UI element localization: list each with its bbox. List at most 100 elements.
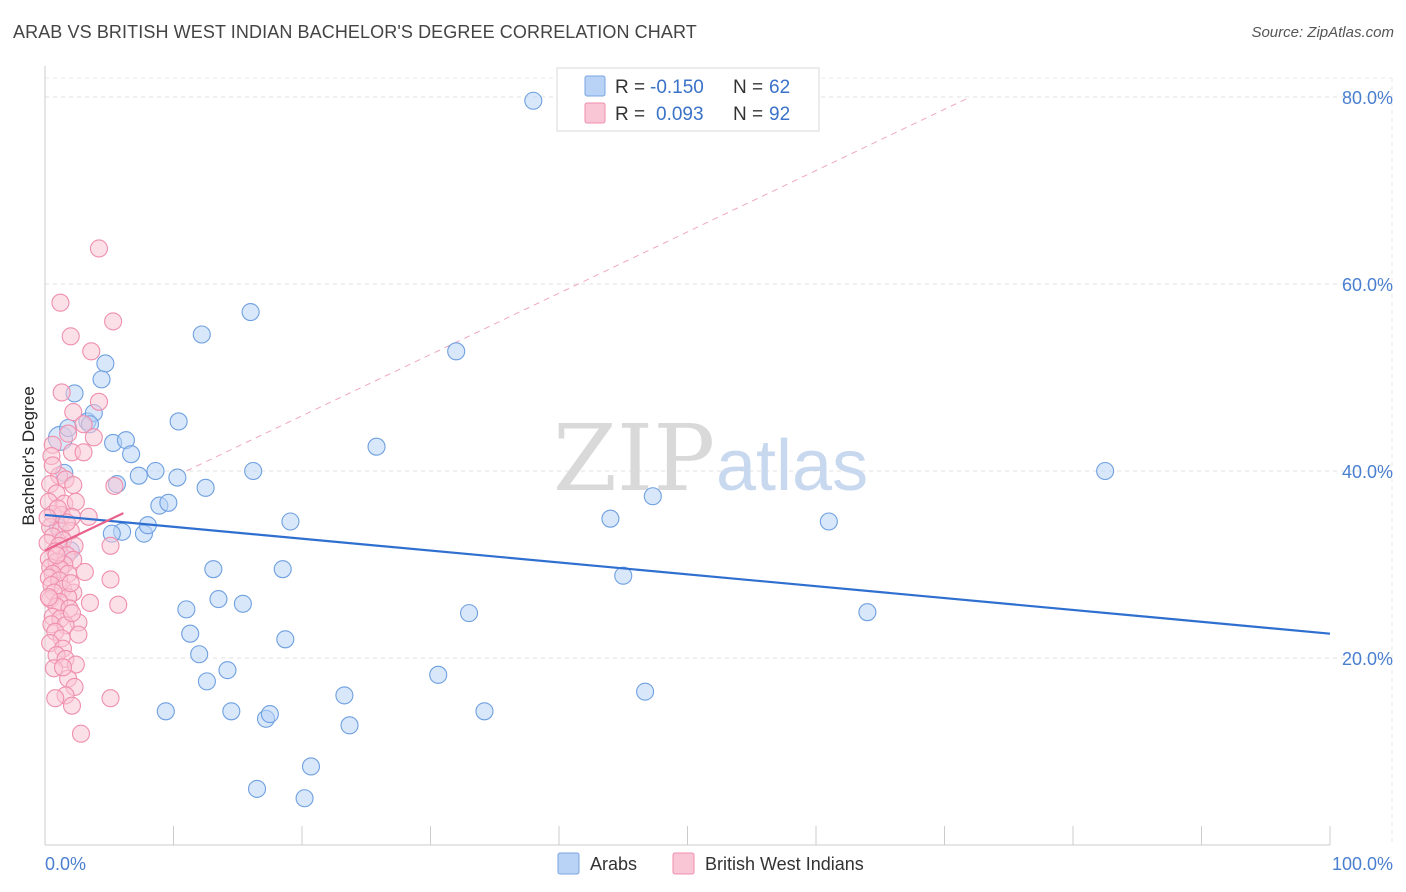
bwi-point-82 bbox=[71, 724, 91, 743]
arab-point-54 bbox=[340, 716, 359, 735]
series-british-west-indians bbox=[38, 239, 128, 743]
bwi-point-81 bbox=[62, 696, 82, 715]
bwi-point-50 bbox=[101, 570, 120, 589]
bwi-point-9 bbox=[59, 424, 78, 443]
bwi-point-85 bbox=[38, 508, 57, 527]
bwi-point-45 bbox=[75, 562, 94, 582]
arab-point-53 bbox=[260, 705, 279, 724]
arab-point-43 bbox=[459, 604, 479, 623]
arab-point-14 bbox=[129, 466, 148, 485]
legend-r-value-bwi: 0.093 bbox=[656, 104, 704, 125]
legend-n-label-bwi: N = bbox=[733, 104, 763, 125]
arab-point-6 bbox=[96, 354, 115, 373]
arab-point-19 bbox=[241, 302, 260, 322]
bwi-point-18 bbox=[64, 475, 83, 495]
arab-point-15 bbox=[146, 461, 165, 481]
correlation-legend: R = -0.150 N = 62 R = 0.093 N = 92 bbox=[556, 67, 820, 132]
y-tick-label-20: 20.0% bbox=[1342, 649, 1393, 669]
arab-point-50 bbox=[156, 702, 175, 721]
bwi-point-68 bbox=[69, 625, 88, 644]
bwi-point-58 bbox=[80, 593, 100, 612]
watermark-zip: ZIP bbox=[553, 405, 715, 512]
arab-point-48 bbox=[858, 603, 877, 622]
source-credit: Source: ZipAtlas.com bbox=[1251, 24, 1394, 41]
bwi-point-87 bbox=[47, 546, 66, 565]
arab-point-22 bbox=[159, 493, 178, 512]
arab-point-37 bbox=[197, 672, 216, 691]
bwi-point-10 bbox=[74, 415, 93, 434]
x-tick-label-100: 100.0% bbox=[1332, 854, 1393, 874]
arab-point-56 bbox=[301, 757, 321, 776]
reference-line-dashed bbox=[186, 96, 971, 472]
arab-point-29 bbox=[273, 560, 292, 579]
arab-point-32 bbox=[233, 594, 252, 613]
bwi-point-79 bbox=[46, 689, 65, 708]
y-tick-label-60: 60.0% bbox=[1342, 275, 1393, 295]
watermark-atlas: atlas bbox=[716, 426, 868, 506]
arab-point-49 bbox=[1096, 461, 1115, 481]
arab-point-38 bbox=[367, 437, 386, 456]
bwi-point-27 bbox=[79, 507, 98, 526]
series-legend-label-bwi: British West Indians bbox=[705, 854, 864, 874]
arab-point-12 bbox=[122, 445, 141, 464]
arab-point-47 bbox=[819, 512, 838, 531]
legend-n-value-bwi: 92 bbox=[769, 104, 790, 125]
arab-point-27 bbox=[281, 512, 300, 531]
bwi-point-23 bbox=[66, 492, 85, 511]
bwi-point-59 bbox=[109, 595, 128, 614]
legend-r-value-arabs: -0.150 bbox=[650, 77, 704, 98]
bwi-point-7 bbox=[64, 403, 83, 422]
bwi-point-88 bbox=[61, 574, 80, 593]
arab-point-40 bbox=[601, 509, 620, 528]
y-axis-label: Bachelor's Degree bbox=[19, 386, 38, 525]
bwi-point-1 bbox=[51, 293, 70, 312]
bwi-point-80 bbox=[101, 689, 120, 708]
arab-point-34 bbox=[190, 645, 209, 664]
watermark: ZIP atlas bbox=[553, 405, 868, 512]
trend-lines bbox=[44, 512, 1331, 635]
arab-point-31 bbox=[209, 590, 228, 609]
tick-labels: 20.0% 40.0% 60.0% 80.0% 0.0% 100.0% bbox=[45, 88, 1393, 874]
arab-point-42 bbox=[614, 566, 633, 585]
arab-point-7 bbox=[92, 370, 111, 389]
arab-point-33 bbox=[181, 624, 200, 643]
bwi-point-36 bbox=[101, 536, 120, 555]
legend-n-label-arabs: N = bbox=[733, 77, 763, 98]
arab-point-35 bbox=[276, 630, 295, 649]
arab-point-30 bbox=[177, 600, 196, 619]
trend-line-arabs bbox=[44, 513, 1331, 635]
legend-n-value-arabs: 62 bbox=[769, 77, 790, 98]
reference-line bbox=[186, 96, 971, 472]
data-points bbox=[38, 91, 1115, 808]
y-tick-label-40: 40.0% bbox=[1342, 462, 1393, 482]
series-legend: Arabs British West Indians bbox=[557, 852, 864, 875]
arab-point-58 bbox=[295, 789, 314, 808]
bwi-point-90 bbox=[53, 658, 73, 677]
bwi-point-20 bbox=[105, 476, 124, 496]
arab-point-20 bbox=[196, 478, 215, 497]
arab-point-51 bbox=[222, 702, 241, 721]
arab-point-55 bbox=[335, 686, 354, 705]
arab-point-46 bbox=[636, 682, 655, 701]
chart-title: ARAB VS BRITISH WEST INDIAN BACHELOR'S D… bbox=[13, 22, 697, 42]
bwi-point-3 bbox=[104, 312, 123, 331]
arab-point-36 bbox=[218, 661, 237, 680]
bwi-point-83 bbox=[43, 456, 62, 475]
bwi-point-11 bbox=[84, 428, 103, 447]
arab-point-18 bbox=[192, 325, 211, 344]
arab-point-17 bbox=[169, 412, 188, 431]
bwi-point-13 bbox=[74, 443, 93, 462]
arab-point-45 bbox=[475, 702, 494, 721]
arab-point-39 bbox=[447, 342, 466, 361]
arab-point-28 bbox=[204, 560, 223, 579]
bwi-point-89 bbox=[39, 588, 58, 607]
series-arabs bbox=[47, 91, 1115, 808]
arab-point-0 bbox=[524, 91, 543, 110]
arab-point-41 bbox=[643, 487, 662, 506]
arab-point-57 bbox=[247, 779, 267, 798]
arab-point-44 bbox=[429, 665, 448, 684]
bwi-point-5 bbox=[52, 383, 71, 402]
bwi-point-0 bbox=[89, 239, 109, 258]
legend-r-label-bwi: R = bbox=[615, 104, 645, 125]
